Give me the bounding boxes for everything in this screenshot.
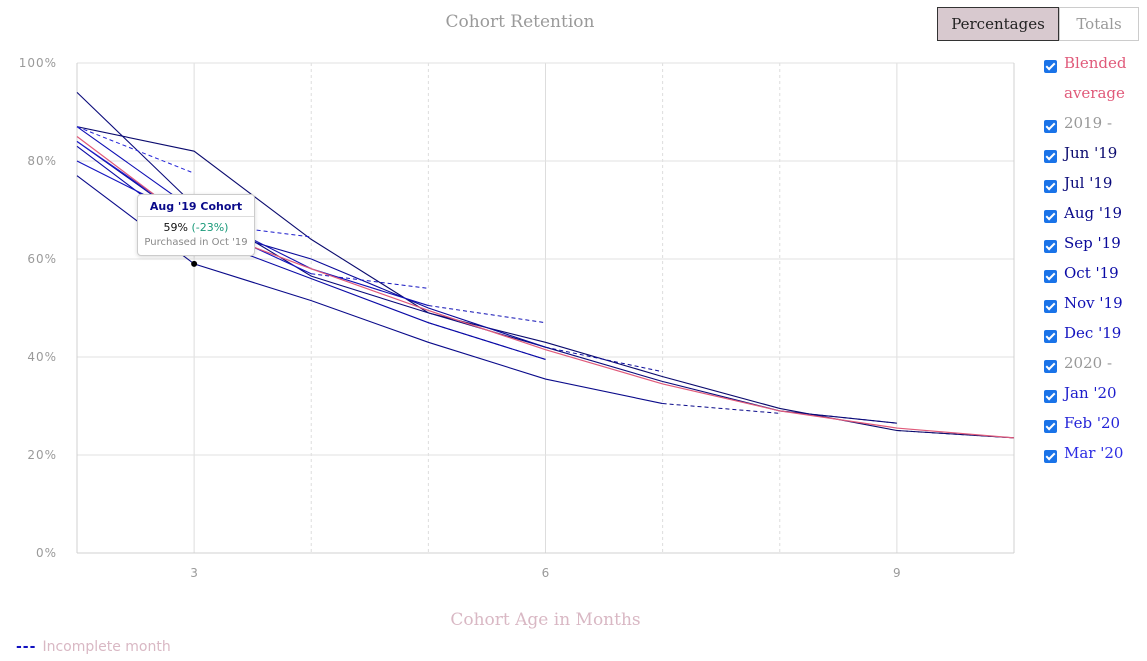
- legend-item[interactable]: Jan '20: [1040, 384, 1147, 416]
- legend-item[interactable]: Jul '19: [1040, 174, 1147, 206]
- legend-checkbox[interactable]: [1044, 420, 1057, 433]
- tooltip-header: Aug '19 Cohort: [138, 195, 254, 217]
- series-line: [76, 92, 897, 424]
- y-tick-label: 0%: [36, 546, 57, 560]
- legend-checkbox[interactable]: [1044, 180, 1057, 193]
- series-incomplete-line: [76, 126, 195, 174]
- legend-item[interactable]: Oct '19: [1040, 264, 1147, 296]
- x-tick-label: 9: [893, 566, 901, 580]
- legend-item[interactable]: 2020 -: [1040, 354, 1147, 386]
- legend-item[interactable]: Sep '19: [1040, 234, 1147, 266]
- legend-label: Aug '19: [1064, 204, 1123, 222]
- series-line: [76, 126, 1015, 439]
- legend-label: 2020 -: [1064, 354, 1113, 372]
- highlight-point: [191, 260, 198, 267]
- tooltip-note: Purchased in Oct '19: [144, 237, 248, 248]
- tooltip-change: (-23%): [191, 221, 229, 234]
- legend-label: 2019 -: [1064, 114, 1113, 132]
- legend-item[interactable]: Jun '19: [1040, 144, 1147, 176]
- totals-toggle-button[interactable]: Totals: [1059, 7, 1139, 41]
- y-tick-label: 80%: [27, 154, 57, 168]
- legend-item[interactable]: Blended average: [1040, 54, 1147, 116]
- y-tick-label: 100%: [19, 56, 57, 70]
- legend-item[interactable]: Feb '20: [1040, 414, 1147, 446]
- series-incomplete-line: [662, 403, 780, 414]
- legend-checkbox[interactable]: [1044, 240, 1057, 253]
- legend-checkbox[interactable]: [1044, 120, 1057, 133]
- chart-tooltip: Aug '19 Cohort 59% (-23%) Purchased in O…: [137, 194, 255, 256]
- x-tick-label: 3: [190, 566, 198, 580]
- legend-label: Jul '19: [1064, 174, 1113, 192]
- x-axis-label: Cohort Age in Months: [450, 610, 640, 630]
- retention-chart: 0% 20% 40% 60% 80% 100% 3 6 9 Cohort Age in Month…: [19, 56, 1015, 630]
- x-tick-label: 6: [542, 566, 550, 580]
- incomplete-month-note: --- Incomplete month: [16, 639, 171, 655]
- legend-label: Blended average: [1064, 54, 1127, 102]
- legend-checkbox[interactable]: [1044, 150, 1057, 163]
- legend-label: Dec '19: [1064, 324, 1122, 342]
- percentages-toggle-button[interactable]: Percentages: [937, 7, 1059, 41]
- legend-label: Oct '19: [1064, 264, 1119, 282]
- legend-label: Jan '20: [1064, 384, 1117, 402]
- incomplete-month-label: Incomplete month: [42, 639, 171, 655]
- legend-checkbox[interactable]: [1044, 360, 1057, 373]
- legend-checkbox[interactable]: [1044, 270, 1057, 283]
- legend-item[interactable]: 2019 -: [1040, 114, 1147, 146]
- legend-item[interactable]: Nov '19: [1040, 294, 1147, 326]
- legend-checkbox[interactable]: [1044, 390, 1057, 403]
- dashed-line-sample: ---: [16, 639, 37, 655]
- chart-title: Cohort Retention: [445, 12, 595, 32]
- legend-item[interactable]: Aug '19: [1040, 204, 1147, 236]
- legend-label: Feb '20: [1064, 414, 1121, 432]
- tooltip-value-row: 59% (-23%): [138, 217, 254, 234]
- legend-checkbox[interactable]: [1044, 300, 1057, 313]
- chart-legend: Blended average 2019 - Jun '19 Jul '19 Aug '…: [1040, 54, 1147, 476]
- legend-checkbox[interactable]: [1044, 330, 1057, 343]
- series-incomplete-line: [545, 346, 663, 373]
- legend-checkbox[interactable]: [1044, 450, 1057, 463]
- y-tick-label: 60%: [27, 252, 57, 266]
- legend-checkbox[interactable]: [1044, 210, 1057, 223]
- legend-checkbox[interactable]: [1044, 60, 1057, 73]
- legend-item[interactable]: Dec '19: [1040, 324, 1147, 356]
- y-tick-label: 40%: [27, 350, 57, 364]
- series-incomplete-line: [428, 305, 546, 324]
- legend-label: Mar '20: [1064, 444, 1124, 462]
- legend-label: Nov '19: [1064, 294, 1123, 312]
- legend-label: Sep '19: [1064, 234, 1121, 252]
- y-tick-label: 20%: [27, 448, 57, 462]
- legend-label: Jun '19: [1064, 144, 1118, 162]
- series-incomplete-line: [311, 273, 429, 289]
- legend-item[interactable]: Mar '20: [1040, 444, 1147, 476]
- tooltip-value: 59%: [163, 221, 188, 234]
